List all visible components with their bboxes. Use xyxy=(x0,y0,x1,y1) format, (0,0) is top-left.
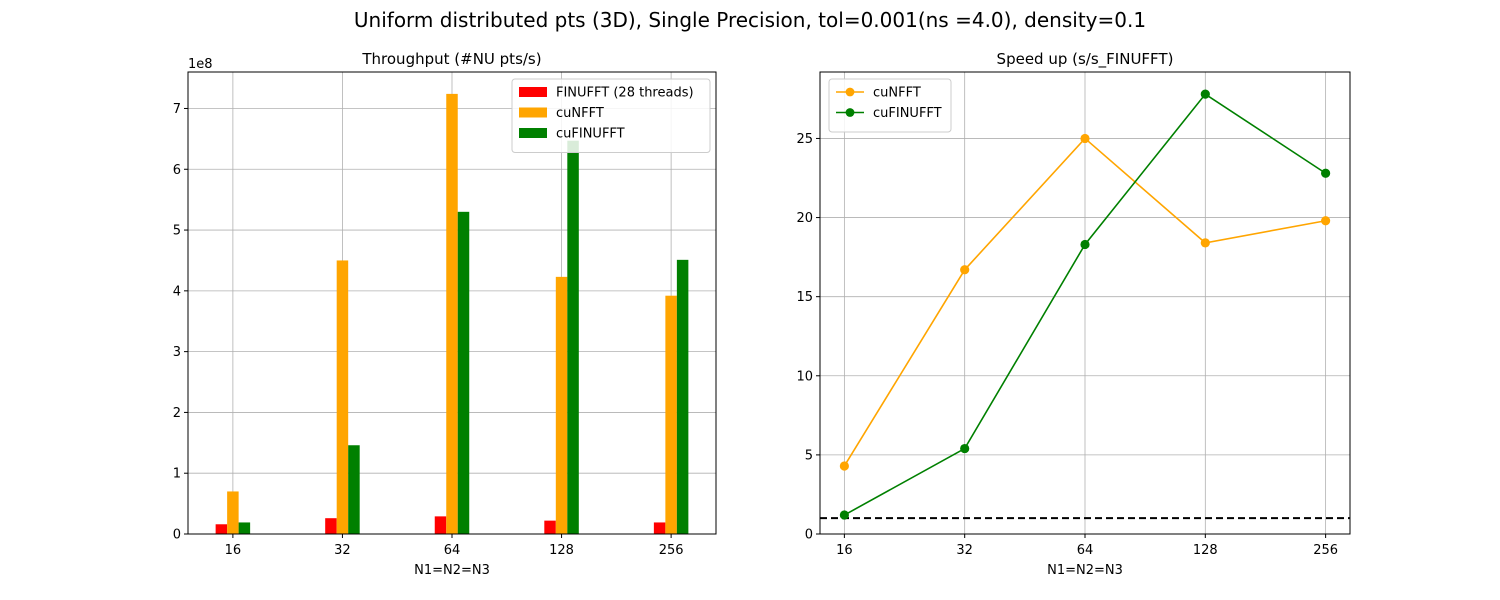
chart2-xlabel: N1=N2=N3 xyxy=(1047,563,1123,578)
chart1-ytick-label-2: 2 xyxy=(173,406,181,421)
chart1-ytick-label-3: 3 xyxy=(173,345,181,360)
chart1-legend-swatch-2 xyxy=(519,128,547,138)
chart2-point-0-0 xyxy=(839,461,849,471)
chart2-legend-marker-0 xyxy=(845,87,855,97)
chart1-bar-0-3 xyxy=(544,520,556,534)
chart2-point-1-4 xyxy=(1321,168,1331,178)
chart1-ytick-label-1: 1 xyxy=(173,467,181,482)
chart1-bar-1-4 xyxy=(665,295,677,534)
chart2-point-1-3 xyxy=(1200,89,1210,99)
chart1-bar-0-1 xyxy=(325,518,337,534)
figure-title: Uniform distributed pts (3D), Single Pre… xyxy=(353,8,1147,32)
chart1-xlabel: N1=N2=N3 xyxy=(414,563,490,578)
chart2-point-0-1 xyxy=(960,265,970,275)
chart1-ytick-label-6: 6 xyxy=(173,163,181,178)
chart1-xtick-label-2: 64 xyxy=(444,543,461,558)
chart1-bar-1-0 xyxy=(227,491,239,534)
chart2-point-1-2 xyxy=(1080,239,1090,250)
chart2-xtick-label-1: 32 xyxy=(956,543,973,558)
chart1: 0 1 2 3 4 5 6 7 16 32 64 128 256 Throughput (#NU pts/… xyxy=(173,50,717,578)
chart2-xtick-label-3: 128 xyxy=(1193,543,1218,558)
chart2-point-1-0 xyxy=(839,510,849,520)
chart1-xtick-label-4: 256 xyxy=(659,543,684,558)
chart2-legend-label-1: cuFINUFFT xyxy=(873,106,942,121)
chart2-ytick-label-4: 20 xyxy=(796,211,813,226)
chart1-legend-label-2: cuFINUFFT xyxy=(556,127,625,142)
chart2-legend-label-0: cuNFFT xyxy=(873,86,921,101)
chart1-bar-2-2 xyxy=(457,211,470,534)
chart1-legend-swatch-0 xyxy=(519,87,547,97)
chart2-ytick-label-2: 10 xyxy=(796,369,813,384)
chart1-bar-2-0 xyxy=(238,522,251,534)
chart1-offset-label: 1e8 xyxy=(188,57,213,72)
chart1-bar-0-0 xyxy=(215,524,228,534)
chart2-ytick-label-3: 15 xyxy=(796,290,813,305)
chart2-point-0-3 xyxy=(1200,238,1210,248)
chart2-ytick-label-1: 5 xyxy=(805,448,813,463)
chart1-bar-0-2 xyxy=(434,516,447,534)
chart1-bar-2-1 xyxy=(348,445,360,534)
chart1-bar-0-4 xyxy=(653,522,666,534)
chart2-xtick-label-0: 16 xyxy=(836,543,853,558)
chart2-legend-marker-1 xyxy=(845,108,855,117)
chart1-legend-swatch-1 xyxy=(519,107,547,118)
chart1-xtick-label-1: 32 xyxy=(334,543,351,558)
chart1-ytick-label-0: 0 xyxy=(173,528,181,543)
chart2-point-1-1 xyxy=(960,443,970,454)
chart1-bar-2-4 xyxy=(676,259,689,534)
chart2-point-0-4 xyxy=(1321,216,1331,226)
chart1-xtick-label-0: 16 xyxy=(225,543,242,558)
chart1-legend-label-1: cuNFFT xyxy=(556,106,604,121)
chart2-ytick-label-5: 25 xyxy=(796,132,813,147)
chart2-ytick-label-0: 0 xyxy=(805,528,813,543)
chart1-ytick-label-4: 4 xyxy=(173,284,181,299)
chart2-title: Speed up (s/s_FINUFFT) xyxy=(997,50,1174,69)
chart1-title: Throughput (#NU pts/s) xyxy=(361,50,541,68)
chart1-xtick-label-3: 128 xyxy=(549,543,574,558)
chart1-ytick-label-5: 5 xyxy=(173,224,181,239)
chart1-ytick-label-7: 7 xyxy=(173,102,181,117)
chart2-xtick-label-4: 256 xyxy=(1313,543,1338,558)
chart2-point-0-2 xyxy=(1080,133,1090,144)
chart1-legend-label-0: FINUFFT (28 threads) xyxy=(556,86,694,101)
chart1-bar-1-3 xyxy=(555,276,568,534)
chart1-bar-1-1 xyxy=(336,260,349,534)
chart1-bar-1-2 xyxy=(446,93,458,534)
chart1-legend xyxy=(511,78,711,153)
chart1-bar-2-3 xyxy=(567,140,579,534)
chart2: 0 5 10 15 20 25 16 32 64 128 256 Speed up (s/s_FINU… xyxy=(796,50,1351,578)
chart2-xtick-label-2: 64 xyxy=(1077,543,1094,558)
